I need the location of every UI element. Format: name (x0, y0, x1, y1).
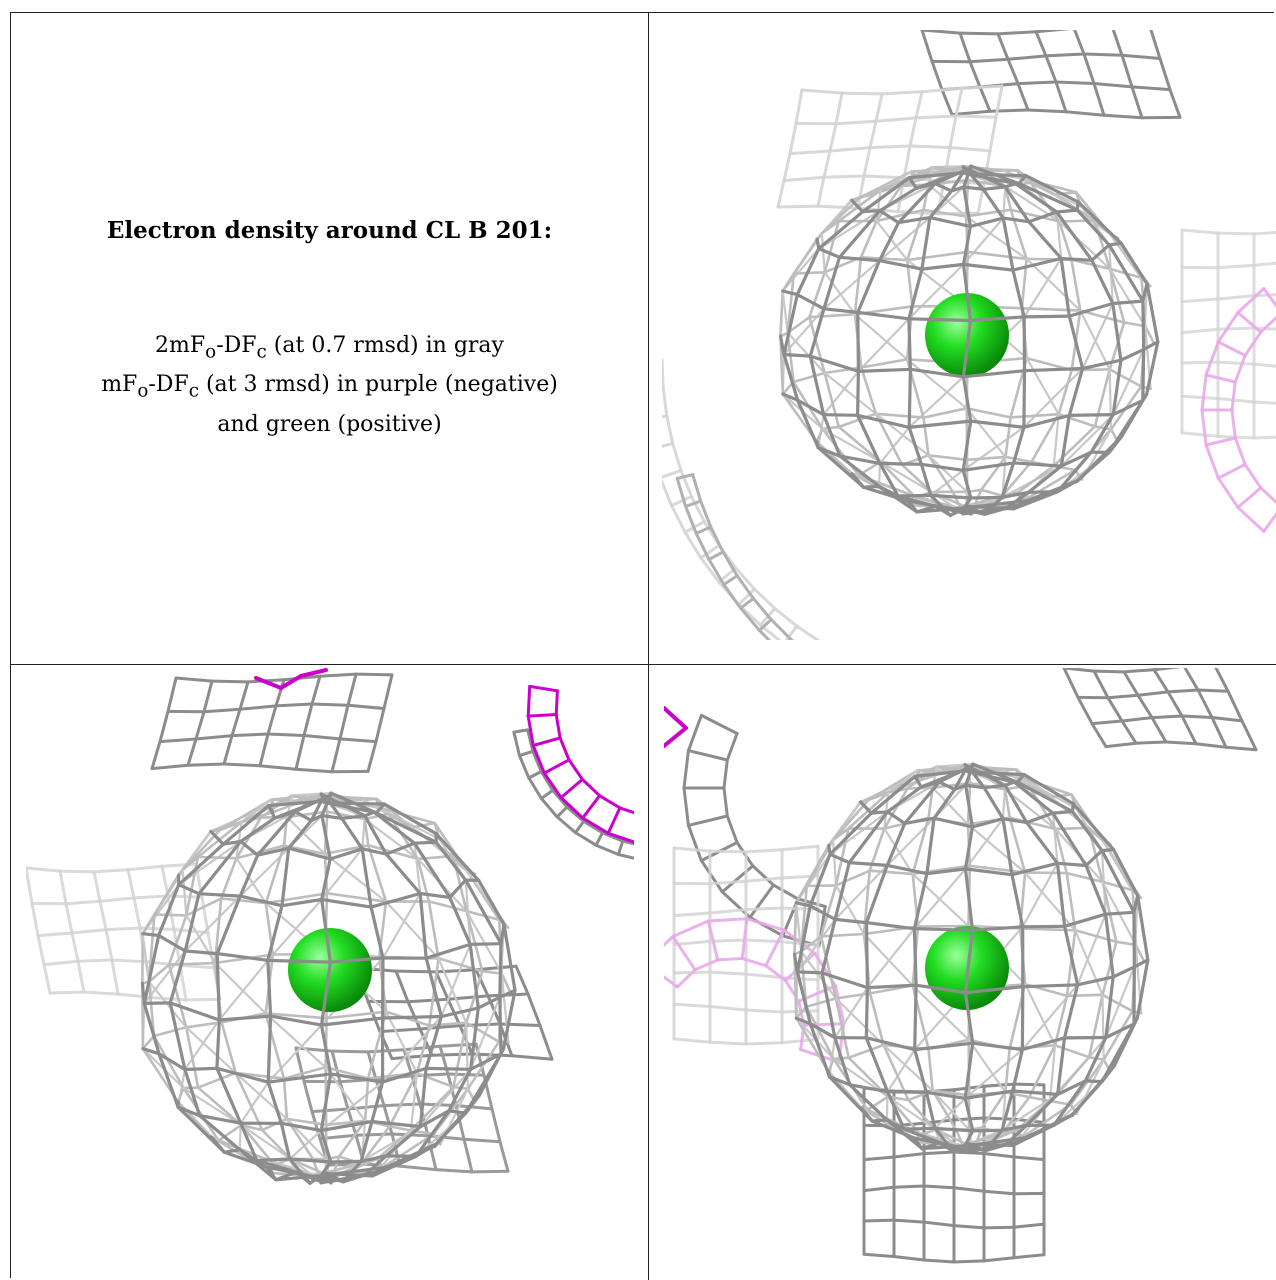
background-mesh (26, 672, 634, 1174)
density-view-1 (662, 30, 1276, 640)
caption-description: 2mFo-DFc (at 0.7 rmsd) in gray mFo-DFc (… (11, 329, 648, 441)
density-view-3 (664, 668, 1258, 1264)
negative-density-mesh (1200, 287, 1276, 533)
cage-front-mesh (140, 791, 517, 1185)
cage-front-mesh (792, 762, 1150, 1154)
caption-line-2fo: 2mFo-DFc (at 0.7 rmsd) in gray (155, 333, 504, 363)
density-panel-top-right (662, 30, 1276, 640)
density-panel-bottom-left (26, 668, 634, 1280)
chloride-atom-sphere (925, 293, 1009, 377)
cage-front-mesh (778, 164, 1160, 517)
background-mesh (662, 30, 1276, 640)
grid-divider-vertical (648, 12, 649, 1280)
density-view-2 (26, 668, 634, 1185)
caption-line-fo: mFo-DFc (at 3 rmsd) in purple (negative) (101, 372, 558, 402)
caption-title: Electron density around CL B 201: (106, 217, 553, 244)
grid-divider-horizontal (10, 664, 1276, 665)
figure-grid (10, 12, 1274, 1278)
negative-density-mesh (254, 668, 634, 844)
caption-panel: Electron density around CL B 201: 2mFo-D… (11, 13, 648, 664)
density-panel-bottom-right (664, 668, 1276, 1280)
caption-line-green: and green (positive) (217, 411, 442, 437)
